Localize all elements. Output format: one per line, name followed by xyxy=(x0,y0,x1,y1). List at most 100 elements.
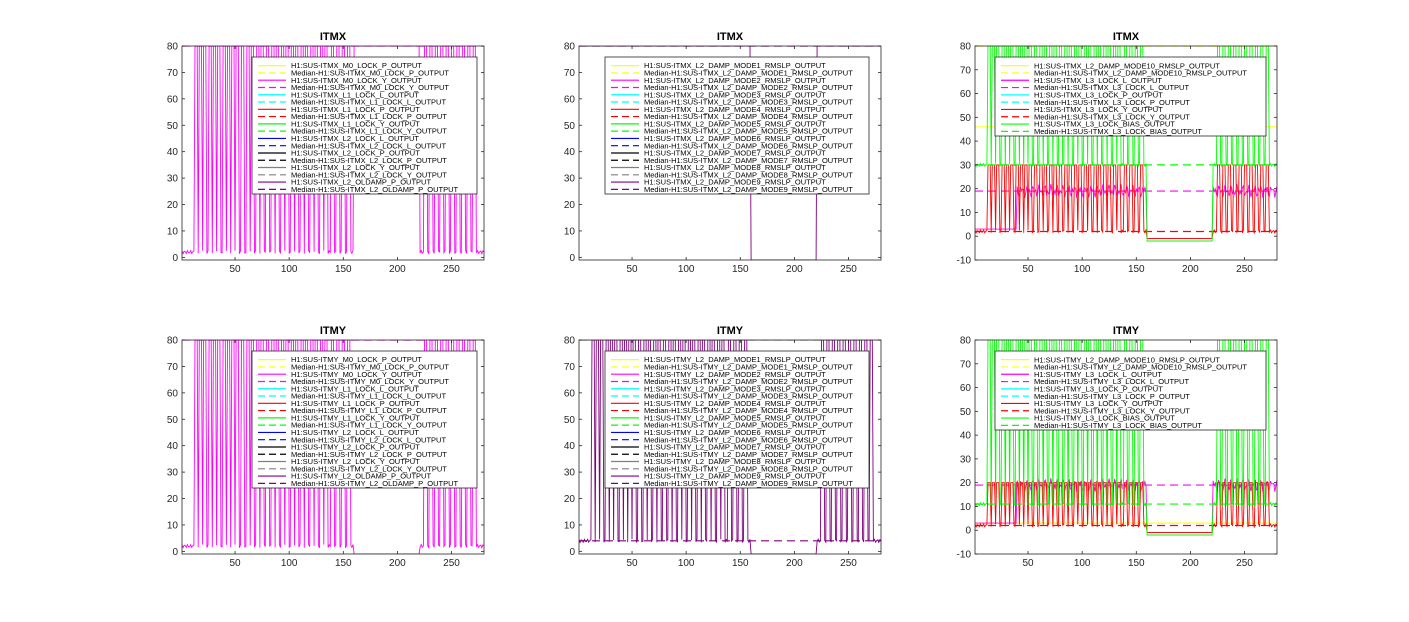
legend-entry: Median-H1:SUS-ITMY_L2_DAMP_MODE7_RMSLP_O… xyxy=(644,450,853,459)
legend-entry: H1:SUS-ITMY_L3_LOCK_Y_OUTPUT xyxy=(1034,399,1163,408)
y-tick-label: 80 xyxy=(564,42,576,53)
y-tick-label: 30 xyxy=(564,468,576,479)
x-tick-label: 100 xyxy=(678,264,695,275)
y-tick-label: 50 xyxy=(564,415,576,426)
legend-entry: H1:SUS-ITMX_L2_DAMP_MODE5_RMSLP_OUTPUT xyxy=(644,119,826,128)
legend-entry: Median-H1:SUS-ITMY_L2_LOCK_L_OUTPUT xyxy=(291,435,446,444)
legend-entry: H1:SUS-ITMY_L1_LOCK_P_OUTPUT xyxy=(291,399,420,408)
plot-area xyxy=(182,340,484,554)
legend-entry: Median-H1:SUS-ITMX_L2_DAMP_MODE1_RMSLP_O… xyxy=(644,69,853,78)
x-tick-label: 200 xyxy=(389,558,406,569)
x-tick-label: 150 xyxy=(1128,264,1145,275)
legend-box xyxy=(604,350,870,489)
legend-entry: Median-H1:SUS-ITMY_L1_LOCK_P_OUTPUT xyxy=(291,406,447,415)
legend-entry: H1:SUS-ITMY_L2_LOCK_L_OUTPUT xyxy=(291,428,419,437)
legend-entry: Median-H1:SUS-ITMY_L3_LOCK_Y_OUTPUT xyxy=(1034,406,1190,415)
legend-entry: H1:SUS-ITMX_M0_LOCK_Y_OUTPUT xyxy=(291,76,422,85)
legend-entry: H1:SUS-ITMY_L2_DAMP_MODE3_RMSLP_OUTPUT xyxy=(644,384,826,393)
legend-entry: Median-H1:SUS-ITMY_L3_LOCK_BIAS_OUTPUT xyxy=(1034,421,1202,430)
subplot-title: ITMX xyxy=(320,31,347,43)
subplot-2: ITMX 50 100 150 200 250 0 10 20 30 40 50 60 70 80 H1:SU… xyxy=(564,31,882,275)
legend-entry: H1:SUS-ITMX_L2_DAMP_MODE9_RMSLP_OUTPUT xyxy=(644,178,826,187)
legend-entry: H1:SUS-ITMX_L2_DAMP_MODE1_RMSLP_OUTPUT xyxy=(644,61,826,70)
y-tick-label: 60 xyxy=(960,383,972,394)
legend-box xyxy=(251,56,478,195)
y-tick-label: 80 xyxy=(564,336,576,347)
y-tick-label: 20 xyxy=(167,494,179,505)
y-tick-label: 40 xyxy=(960,137,972,148)
y-tick-label: 70 xyxy=(960,359,972,370)
legend-entry: Median-H1:SUS-ITMX_L3_LOCK_Y_OUTPUT xyxy=(1034,112,1190,121)
legend-entry: H1:SUS-ITMY_L3_LOCK_BIAS_OUTPUT xyxy=(1034,414,1175,423)
y-tick-label: 70 xyxy=(167,68,179,79)
legend-entry: H1:SUS-ITMX_L2_LOCK_P_OUTPUT xyxy=(291,149,420,158)
y-tick-label: 20 xyxy=(564,494,576,505)
subplot-title: ITMX xyxy=(1113,31,1140,43)
y-tick-label: -10 xyxy=(957,256,972,267)
legend-entry: H1:SUS-ITMY_L2_LOCK_Y_OUTPUT xyxy=(291,457,420,466)
legend-box xyxy=(994,350,1267,431)
y-tick-label: 80 xyxy=(167,336,179,347)
legend-entry: Median-H1:SUS-ITMY_L2_LOCK_Y_OUTPUT xyxy=(291,464,447,473)
legend-entry: Median-H1:SUS-ITMX_L2_DAMP_MODE10_RMSLP_… xyxy=(1034,69,1247,78)
legend-entry: H1:SUS-ITMX_L2_DAMP_MODE8_RMSLP_OUTPUT xyxy=(644,163,826,172)
subplot-title: ITMY xyxy=(320,325,347,337)
y-tick-label: 30 xyxy=(167,174,179,185)
y-tick-label: 0 xyxy=(172,547,178,558)
legend-entry: H1:SUS-ITMX_L2_LOCK_L_OUTPUT xyxy=(291,134,419,143)
legend-entry: H1:SUS-ITMX_L2_DAMP_MODE6_RMSLP_OUTPUT xyxy=(644,134,826,143)
legend-entry: Median-H1:SUS-ITMY_L2_DAMP_MODE2_RMSLP_O… xyxy=(644,377,853,386)
y-tick-label: 20 xyxy=(960,184,972,195)
series-line xyxy=(975,183,1277,240)
legend-entry: H1:SUS-ITMX_L2_DAMP_MODE3_RMSLP_OUTPUT xyxy=(644,90,826,99)
y-tick-label: 80 xyxy=(960,336,972,347)
x-tick-label: 200 xyxy=(1182,558,1199,569)
y-tick-label: 60 xyxy=(564,388,576,399)
y-tick-label: 10 xyxy=(564,520,576,531)
legend-entry: H1:SUS-ITMX_L1_LOCK_P_OUTPUT xyxy=(291,105,420,114)
legend-entry: H1:SUS-ITMY_L2_DAMP_MODE9_RMSLP_OUTPUT xyxy=(644,472,826,481)
x-tick-label: 200 xyxy=(786,558,803,569)
y-tick-label: 60 xyxy=(564,94,576,105)
legend-entry: H1:SUS-ITMY_L1_LOCK_L_OUTPUT xyxy=(291,384,419,393)
legend-entry: Median-H1:SUS-ITMX_L3_LOCK_L_OUTPUT xyxy=(1034,83,1189,92)
x-tick-label: 50 xyxy=(1022,264,1034,275)
legend-entry: H1:SUS-ITMX_L2_DAMP_MODE7_RMSLP_OUTPUT xyxy=(644,149,826,158)
legend-entry: Median-H1:SUS-ITMY_L2_DAMP_MODE4_RMSLP_O… xyxy=(644,406,853,415)
y-tick-label: 20 xyxy=(960,478,972,489)
legend-entry: H1:SUS-ITMY_L2_DAMP_MODE8_RMSLP_OUTPUT xyxy=(644,457,826,466)
legend-entry: H1:SUS-ITMY_L2_DAMP_MODE10_RMSLP_OUTPUT xyxy=(1034,355,1220,364)
x-tick-label: 150 xyxy=(335,558,352,569)
legend-entry: H1:SUS-ITMY_L3_LOCK_P_OUTPUT xyxy=(1034,384,1163,393)
x-tick-label: 100 xyxy=(1074,558,1091,569)
x-tick-label: 250 xyxy=(840,558,857,569)
legend-entry: H1:SUS-ITMY_L2_LOCK_P_OUTPUT xyxy=(291,443,420,452)
subplot-6: ITMY 50 100 150 200 250 -10 0 10 20 30 40 50 60 70 80 H1… xyxy=(957,325,1278,569)
x-tick-label: 250 xyxy=(443,558,460,569)
series-line xyxy=(975,164,1277,240)
y-tick-label: 80 xyxy=(167,42,179,53)
legend-entry: H1:SUS-ITMY_L2_OLDAMP_P_OUTPUT xyxy=(291,472,431,481)
x-tick-label: 50 xyxy=(626,558,638,569)
legend-entry: Median-H1:SUS-ITMY_L2_DAMP_MODE8_RMSLP_O… xyxy=(644,464,853,473)
legend: H1:SUS-ITMX_L2_DAMP_MODE1_RMSLP_OUTPUTMe… xyxy=(604,56,870,195)
legend-entry: Median-H1:SUS-ITMY_L2_DAMP_MODE9_RMSLP_O… xyxy=(644,479,853,488)
y-tick-label: 70 xyxy=(960,65,972,76)
y-tick-label: 10 xyxy=(960,208,972,219)
legend-box xyxy=(994,56,1267,137)
y-tick-label: 20 xyxy=(564,200,576,211)
legend-entry: Median-H1:SUS-ITMX_L2_DAMP_MODE6_RMSLP_O… xyxy=(644,141,853,150)
legend: H1:SUS-ITMY_L2_DAMP_MODE10_RMSLP_OUTPUT M… xyxy=(994,350,1267,431)
x-tick-label: 50 xyxy=(626,264,638,275)
legend-entry: Median-H1:SUS-ITMX_M0_LOCK_Y_OUTPUT xyxy=(291,83,449,92)
subplot-title: ITMY xyxy=(717,325,744,337)
legend-entry: Median-H1:SUS-ITMX_M0_LOCK_P_OUTPUT xyxy=(291,69,449,78)
legend-entry: Median-H1:SUS-ITMY_L2_OLDAMP_P_OUTPUT xyxy=(291,479,459,488)
legend: H1:SUS-ITMX_L2_DAMP_MODE10_RMSLP_OUTPUTM… xyxy=(994,56,1267,137)
x-tick-label: 250 xyxy=(1236,558,1253,569)
y-tick-label: 0 xyxy=(965,526,971,537)
y-tick-label: 10 xyxy=(167,520,179,531)
legend-entry: Median-H1:SUS-ITMX_L2_LOCK_P_OUTPUT xyxy=(291,156,447,165)
y-tick-label: 10 xyxy=(564,226,576,237)
legend-entry: H1:SUS-ITMX_L3_LOCK_Y_OUTPUT xyxy=(1034,105,1163,114)
